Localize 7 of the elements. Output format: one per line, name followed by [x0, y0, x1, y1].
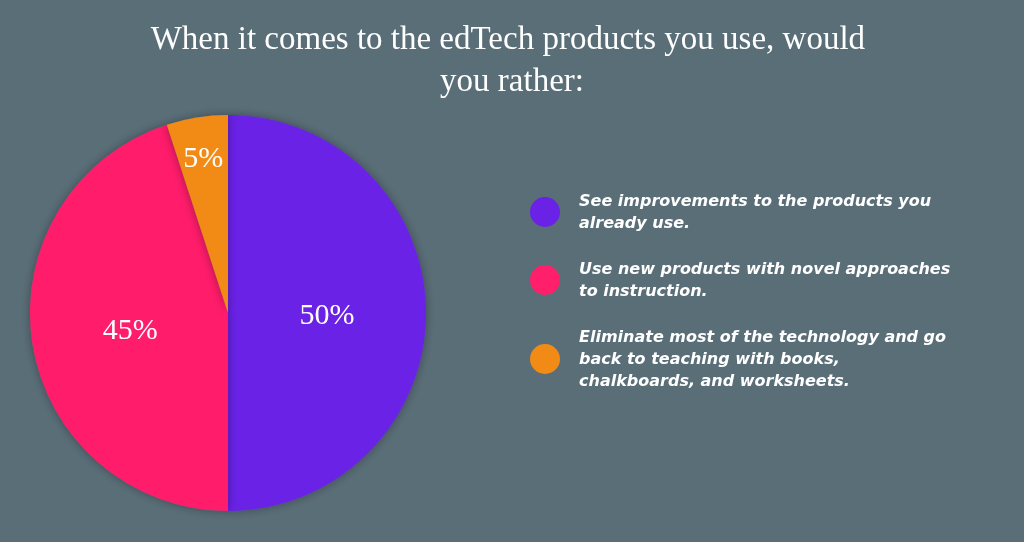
chart-title: When it comes to the edTech products you use, would you rather:	[150, 20, 874, 98]
data-label: 5%	[183, 140, 224, 174]
legend-label: Eliminate most of the technology and go back to teaching with books, chalkboards, and worksheets.	[579, 326, 948, 392]
legend-label: Use new products with novel approaches to instruction.	[579, 258, 952, 302]
data-label: 45%	[102, 311, 158, 345]
legend-label: See improvements to the products you already use.	[579, 190, 933, 234]
data-label: 50%	[299, 296, 355, 330]
